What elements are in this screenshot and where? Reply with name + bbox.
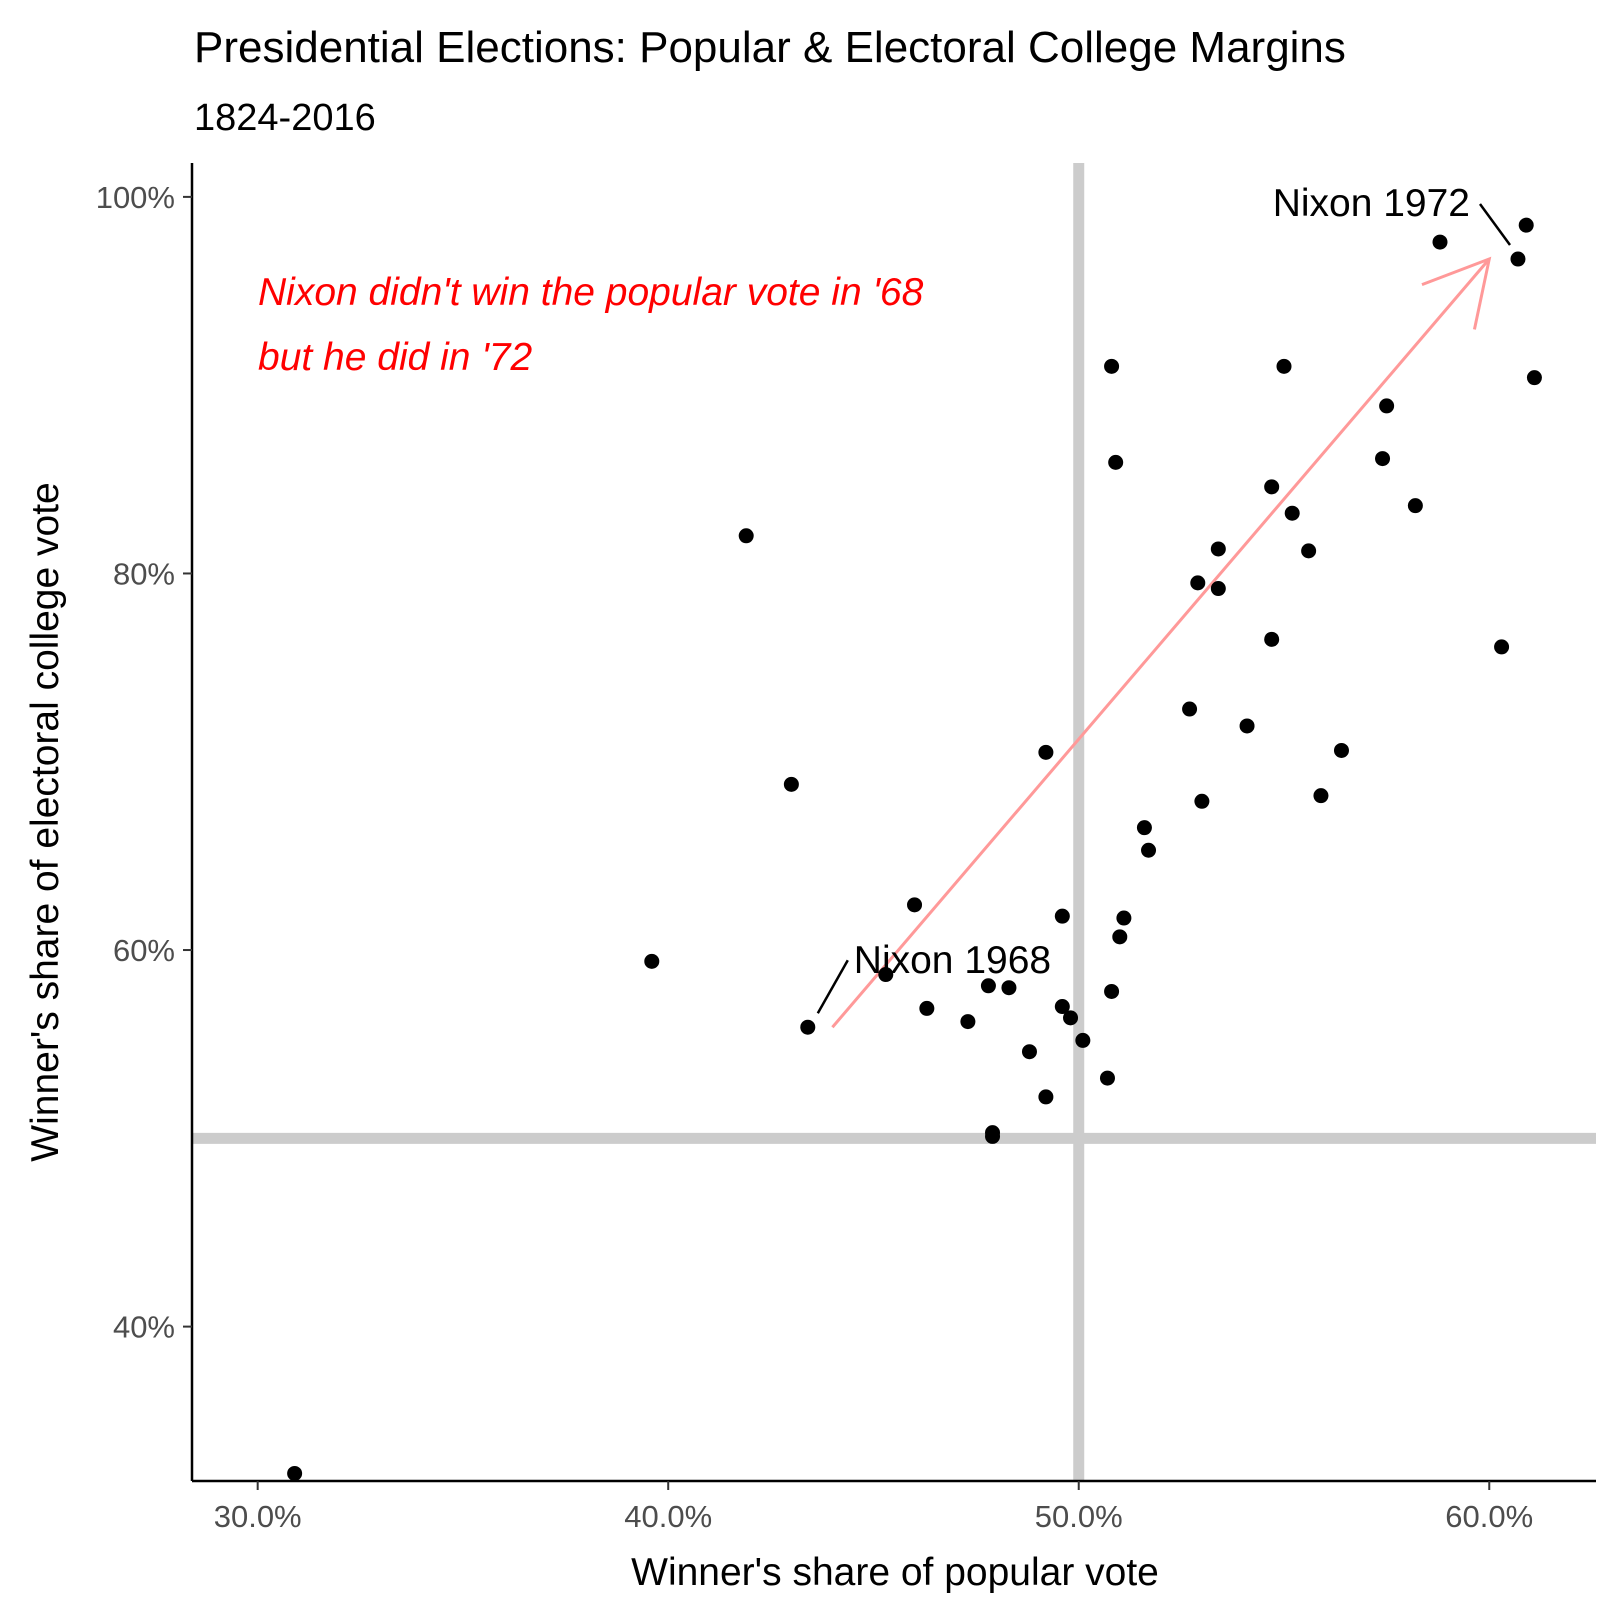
reference-lines [192,163,1596,1481]
y-tick-label: 100% [96,180,175,215]
annotation-note-line: Nixon didn't win the popular vote in '68 [258,271,924,314]
data-point [1099,1070,1115,1086]
data-point [1494,639,1510,655]
annotation-group: Nixon didn't win the popular vote in '68… [258,256,1492,1029]
data-point [1141,842,1157,858]
label-leader-nixon-1972 [1478,203,1512,246]
data-point [1038,1089,1054,1105]
arrow-shaft [831,258,1491,1029]
data-point [1054,908,1070,924]
data-point [985,1128,1001,1144]
data-point [1510,251,1526,267]
x-tick-label: 50.0% [1035,1499,1123,1534]
axes [190,163,1596,1483]
data-point [1104,983,1120,999]
data-point [1264,631,1280,647]
point-label-nixon-1968: Nixon 1968 [854,939,1051,982]
annotation-note-line: but he did in '72 [258,336,532,379]
y-tick-label: 40% [113,1310,175,1345]
data-point [1333,742,1349,758]
data-point [644,953,660,969]
data-point [1313,788,1329,804]
y-axis-title: Winner's share of electoral college vote [24,482,67,1161]
data-point [800,1019,816,1035]
data-point [1407,498,1423,514]
point-labels: Nixon 1968 Nixon 1972 [816,182,1512,1014]
data-point [907,897,923,913]
data-point [1063,1010,1079,1026]
x-tick-label: 30.0% [214,1499,302,1534]
data-point [1001,980,1017,996]
data-point [980,978,996,994]
data-point [1526,370,1542,386]
x-axis-ticks: 30.0% 40.0% 50.0% 60.0% [214,1481,1533,1534]
x-axis-title: Winner's share of popular vote [631,1551,1159,1594]
data-point [919,1000,935,1016]
x-tick-label: 60.0% [1445,1499,1533,1534]
x-tick-label: 40.0% [624,1499,712,1534]
data-point [1054,999,1070,1015]
data-point [878,967,894,983]
data-point [1108,454,1124,470]
data-point [1182,701,1198,717]
data-point [738,528,754,544]
data-point [1239,718,1255,734]
data-point [1375,451,1391,467]
data-point [1038,744,1054,760]
data-point [1284,505,1300,521]
data-point [1075,1032,1091,1048]
data-point [1190,575,1206,591]
data-point [287,1465,303,1481]
data-point [1104,358,1120,374]
data-point [1112,929,1128,945]
data-point [1136,820,1152,836]
y-tick-label: 80% [113,556,175,591]
label-leader-nixon-1968 [816,959,849,1014]
data-point [960,1014,976,1030]
data-point [1432,234,1448,250]
data-point [1276,358,1292,374]
y-axis-ticks: 40% 60% 80% 100% [96,180,192,1345]
data-point [1116,910,1132,926]
chart-title: Presidential Elections: Popular & Electo… [194,23,1346,72]
chart-subtitle: 1824-2016 [194,97,376,139]
data-point [1264,479,1280,495]
data-point [783,776,799,792]
data-point [1021,1044,1037,1060]
y-tick-label: 60% [113,933,175,968]
point-label-nixon-1972: Nixon 1972 [1273,182,1470,225]
data-point [1379,398,1395,414]
data-points [287,217,1542,1481]
data-point [1301,543,1317,559]
data-point [1210,581,1226,597]
data-point [1518,217,1534,233]
arrow-head [1421,256,1492,330]
data-point [1194,793,1210,809]
data-point [1210,541,1226,557]
